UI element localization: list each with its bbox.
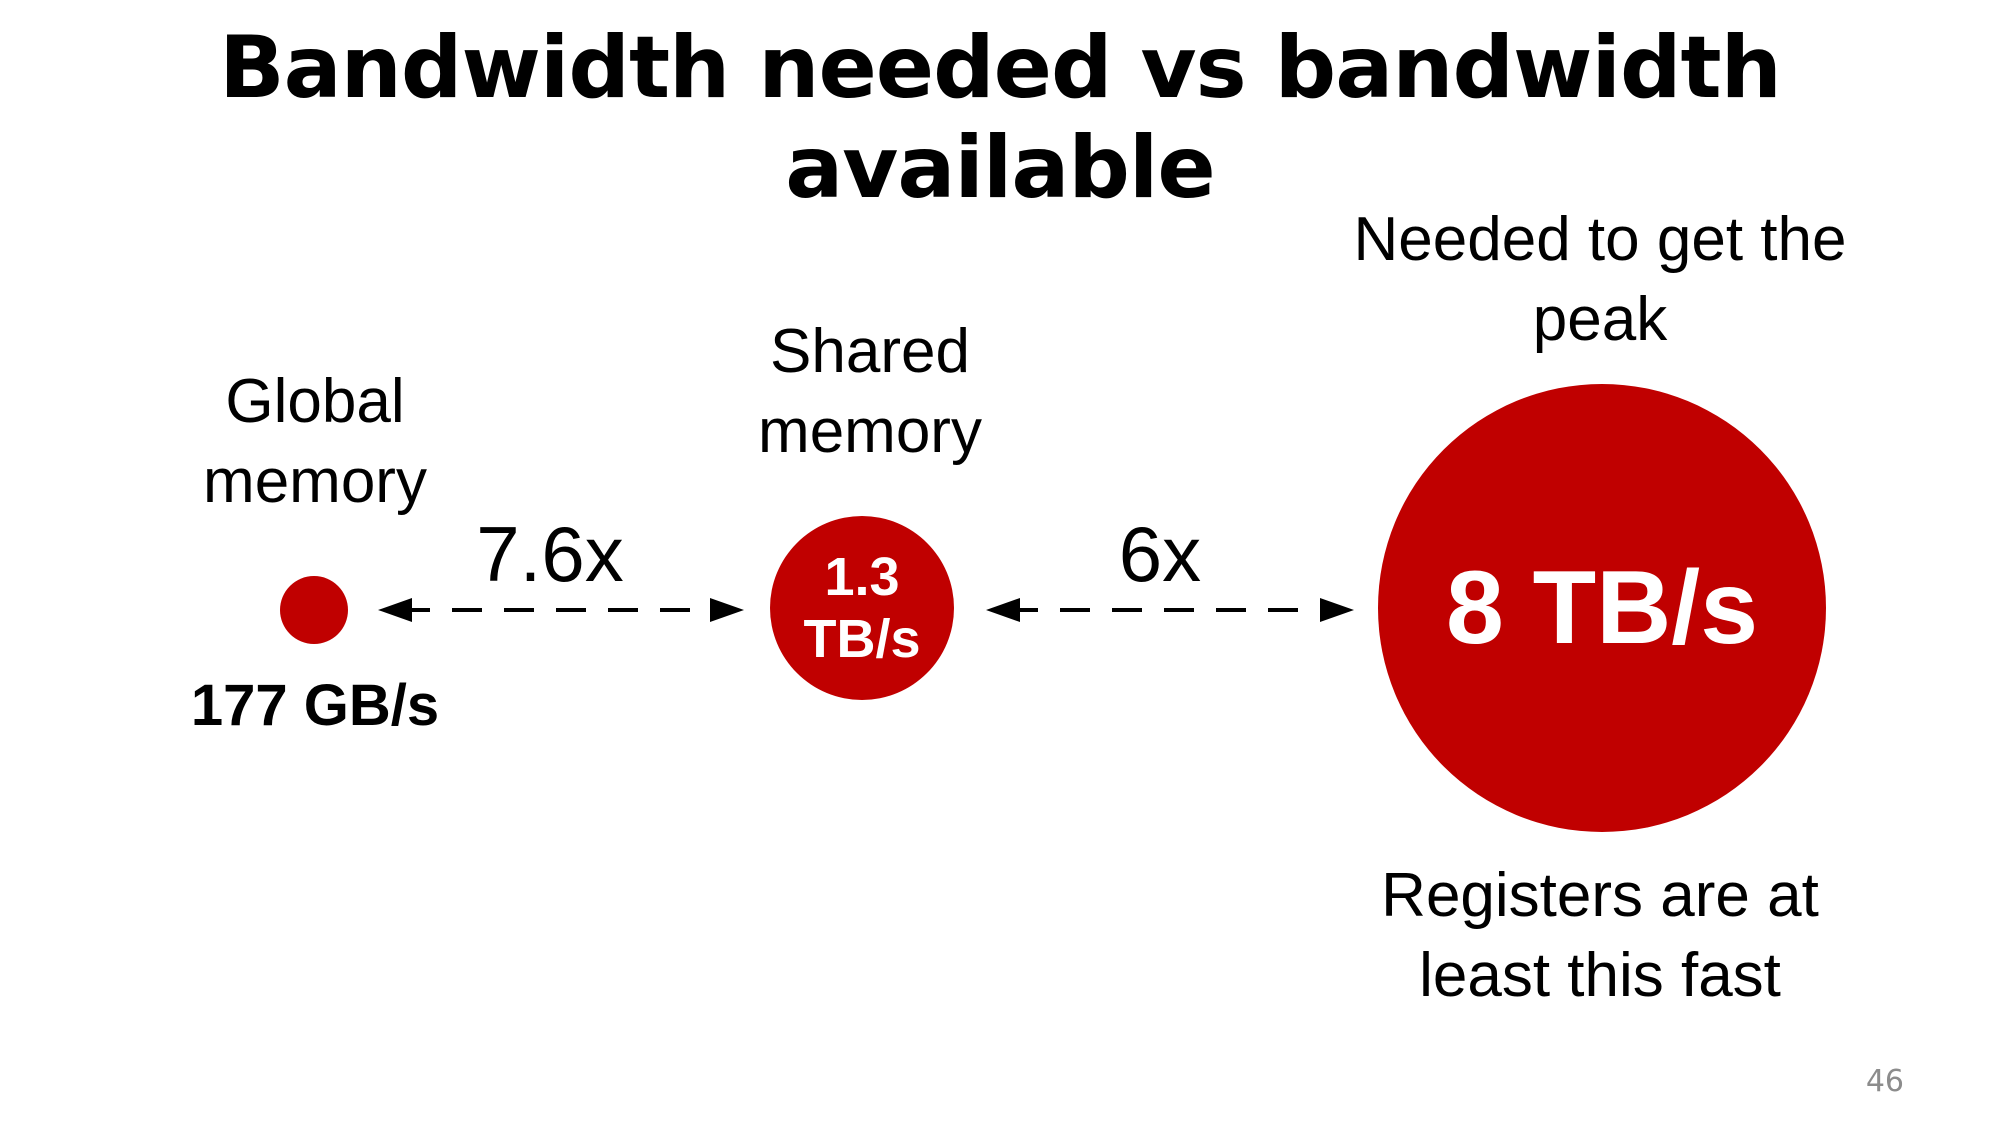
peak-label: Needed to get the peak [1300, 200, 1900, 360]
shared-memory-circle: 1.3 TB/s [770, 516, 954, 700]
registers-note-line2: least this fast [1419, 941, 1781, 1010]
ratio-shared-to-peak: 6x [1118, 510, 1202, 598]
registers-note: Registers are at least this fast [1300, 856, 1900, 1016]
global-memory-label-line1: Global [225, 367, 405, 436]
shared-memory-label-line1: Shared [770, 317, 970, 386]
global-memory-label: Global memory [160, 362, 470, 522]
shared-memory-label-line2: memory [758, 397, 982, 466]
peak-bandwidth: 8 TB/s [1445, 550, 1759, 666]
shared-memory-bandwidth-line2: TB/s [803, 609, 921, 669]
slide-title: Bandwidth needed vs bandwidth available [219, 18, 1782, 218]
global-memory-circle [280, 576, 348, 644]
shared-memory-label: Shared memory [720, 312, 1020, 472]
peak-circle: 8 TB/s [1378, 384, 1826, 832]
peak-label-line1: Needed to get the [1353, 205, 1847, 274]
arrow-global-to-shared [378, 598, 744, 622]
global-memory-bandwidth: 177 GB/s [190, 673, 440, 738]
peak-label-line2: peak [1532, 285, 1668, 354]
registers-note-line1: Registers are at [1381, 861, 1819, 930]
ratio-global-to-shared: 7.6x [476, 510, 624, 598]
arrow-shared-to-peak [986, 598, 1354, 622]
shared-memory-bandwidth-line1: 1.3 [824, 547, 900, 607]
page-number: 46 [1865, 1064, 1904, 1099]
global-memory-label-line2: memory [203, 447, 427, 516]
